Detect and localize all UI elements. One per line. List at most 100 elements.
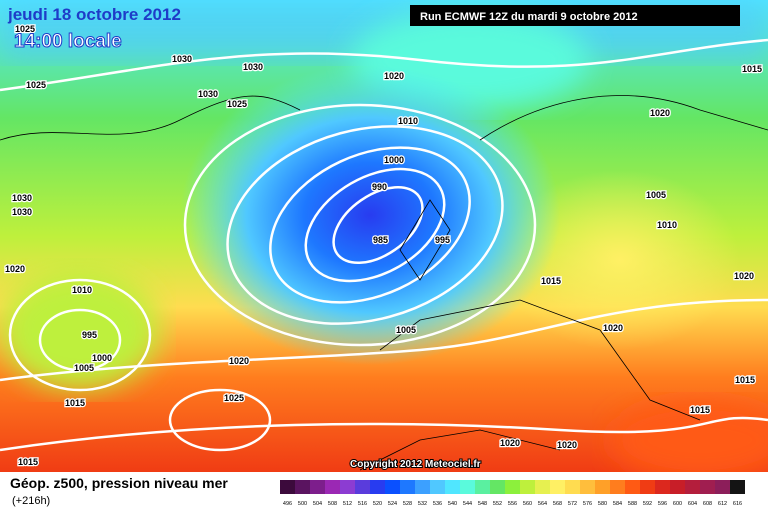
isobar-label: 1015 — [742, 64, 762, 74]
isobar-label: 995 — [82, 330, 97, 340]
scale-label: 588 — [628, 501, 637, 507]
isobar-label: 1020 — [557, 440, 577, 450]
scale-swatch — [610, 480, 625, 494]
scale-label: 616 — [733, 501, 742, 507]
scale-label: 520 — [373, 501, 382, 507]
scale-label: 528 — [403, 501, 412, 507]
color-scale: 496 500 504 508 512 516 520 524 528 532 536 540 544 5… — [280, 480, 745, 507]
scale-label: 592 — [643, 501, 652, 507]
isobar-label: 1030 — [198, 89, 218, 99]
isobar-label: 985 — [373, 235, 388, 245]
scale-label: 564 — [538, 501, 547, 507]
legend-subtitle: (+216h) — [12, 495, 50, 507]
scale-label: 612 — [718, 501, 727, 507]
scale-label: 516 — [358, 501, 367, 507]
isobar-label: 1010 — [72, 285, 92, 295]
scale-swatch — [700, 480, 715, 494]
scale-swatch — [640, 480, 655, 494]
scale-swatch — [295, 480, 310, 494]
isobar-label: 1005 — [646, 190, 666, 200]
isobar-label: 1015 — [690, 405, 710, 415]
scale-swatch — [445, 480, 460, 494]
isobar-label: 1005 — [74, 363, 94, 373]
isobar-labels: 1025 1030 1030 1025 1030 1025 1020 1015 1010 1020… — [4, 23, 764, 469]
isobar-label: 990 — [372, 182, 387, 192]
isobar-label: 1020 — [603, 323, 623, 333]
scale-label: 524 — [388, 501, 397, 507]
scale-swatch — [370, 480, 385, 494]
scale-swatch — [580, 480, 595, 494]
scale-swatch — [325, 480, 340, 494]
isobar-label: 1030 — [12, 207, 32, 217]
isobar-label: 1025 — [15, 24, 35, 34]
isobar-label: 1020 — [384, 71, 404, 81]
scale-label: 496 — [283, 501, 292, 507]
scale-swatch — [625, 480, 640, 494]
scale-label: 540 — [448, 501, 457, 507]
legend-title: Géop. z500, pression niveau mer — [10, 475, 228, 491]
isobar-label: 1015 — [541, 276, 561, 286]
isobar-label: 1030 — [12, 193, 32, 203]
scale-label: 500 — [298, 501, 307, 507]
isobar-label: 1020 — [229, 356, 249, 366]
scale-swatch — [730, 480, 745, 494]
scale-swatch — [400, 480, 415, 494]
scale-swatch — [565, 480, 580, 494]
time-title: 14:00 locale — [14, 31, 122, 52]
isobar-label: 995 — [435, 235, 450, 245]
scale-label: 508 — [328, 501, 337, 507]
scale-label: 600 — [673, 501, 682, 507]
scale-swatch — [655, 480, 670, 494]
scale-swatch — [670, 480, 685, 494]
copyright: Copyright 2012 Meteociel.fr — [350, 459, 481, 470]
isobar-label: 1010 — [398, 116, 418, 126]
isobar-label: 1030 — [243, 62, 263, 72]
scale-swatch — [355, 480, 370, 494]
scale-label: 512 — [343, 501, 352, 507]
scale-swatch — [340, 480, 355, 494]
scale-label: 572 — [568, 501, 577, 507]
scale-label: 548 — [478, 501, 487, 507]
scale-swatch — [535, 480, 550, 494]
scale-label: 560 — [523, 501, 532, 507]
scale-label: 504 — [313, 501, 322, 507]
isobar-label: 1020 — [734, 271, 754, 281]
scale-label: 552 — [493, 501, 502, 507]
scale-label: 532 — [418, 501, 427, 507]
isobar-label: 1025 — [26, 80, 46, 90]
isobar-label: 1015 — [65, 398, 85, 408]
isobar-label: 1000 — [92, 353, 112, 363]
scale-label: 604 — [688, 501, 697, 507]
isobar-label: 1020 — [5, 264, 25, 274]
isobars — [0, 38, 768, 452]
isobar-label: 1030 — [172, 54, 192, 64]
run-info: Run ECMWF 12Z du mardi 9 octobre 2012 — [420, 11, 638, 23]
date-title: jeudi 18 octobre 2012 — [7, 5, 181, 24]
scale-label: 544 — [463, 501, 472, 507]
isobar-label: 1025 — [227, 99, 247, 109]
scale-label: 596 — [658, 501, 667, 507]
scale-label: 584 — [613, 501, 622, 507]
isobar-label: 1025 — [224, 393, 244, 403]
isobar-label: 1000 — [384, 155, 404, 165]
isobar-label: 1015 — [18, 457, 38, 467]
scale-swatch — [310, 480, 325, 494]
scale-swatch — [505, 480, 520, 494]
scale-swatch — [715, 480, 730, 494]
coastlines — [0, 95, 768, 471]
scale-swatch — [520, 480, 535, 494]
scale-label: 568 — [553, 501, 562, 507]
run-box — [410, 5, 740, 26]
scale-swatch — [550, 480, 565, 494]
isobar-label: 1015 — [735, 375, 755, 385]
scale-label: 556 — [508, 501, 517, 507]
scale-swatch — [460, 480, 475, 494]
scale-swatch — [430, 480, 445, 494]
scale-label: 536 — [433, 501, 442, 507]
scale-label: 576 — [583, 501, 592, 507]
scale-swatch — [595, 480, 610, 494]
scale-swatch — [280, 480, 295, 494]
scale-label: 608 — [703, 501, 712, 507]
scale-swatch — [490, 480, 505, 494]
